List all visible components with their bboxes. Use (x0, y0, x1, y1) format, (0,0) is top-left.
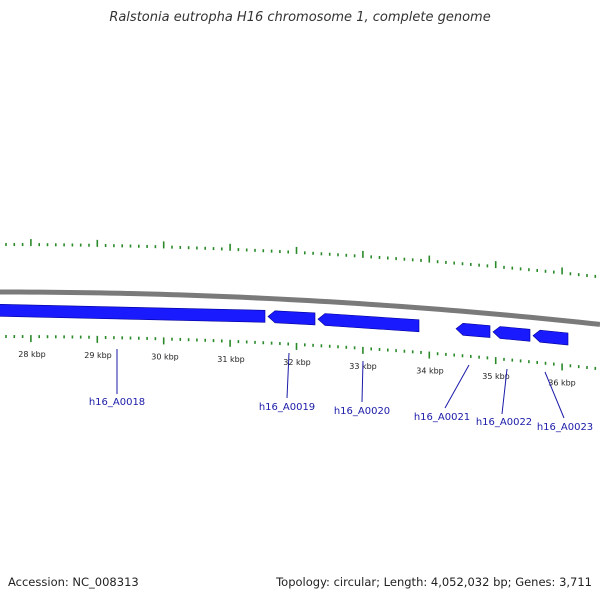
scale-label: 36 kbp (548, 378, 576, 387)
gene-arrow[interactable] (492, 326, 531, 342)
upper-tick-track (5, 239, 597, 278)
gene-labels: h16_A0018 h16_A0019 h16_A0020 h16_A0021 h16_… (89, 349, 593, 433)
gene-leader-line (444, 364, 470, 409)
gene-arrow[interactable] (455, 322, 491, 338)
scale-label: 29 kbp (84, 351, 112, 360)
gene-arrow[interactable] (532, 329, 569, 346)
scale-label: 34 kbp (416, 367, 444, 376)
gene-arrow[interactable] (317, 313, 420, 333)
gene-leader-line (286, 352, 290, 399)
gene-label[interactable]: h16_A0018 (89, 397, 145, 408)
gene-arrow[interactable] (0, 303, 266, 323)
lower-tick-track (5, 335, 597, 371)
chromosome-backbone (0, 289, 600, 327)
gene-label[interactable]: h16_A0020 (334, 406, 390, 417)
gene-label[interactable]: h16_A0021 (414, 412, 470, 423)
gene-label[interactable]: h16_A0022 (476, 417, 532, 428)
scale-label: 31 kbp (217, 355, 245, 364)
genome-summary: Topology: circular; Length: 4,052,032 bp… (276, 575, 592, 589)
scale-label: 35 kbp (482, 372, 510, 381)
scale-label: 30 kbp (151, 352, 179, 361)
gene-label[interactable]: h16_A0023 (537, 422, 593, 433)
gene-leader-line (361, 360, 364, 403)
gene-leader-line (501, 368, 508, 415)
map-title: Ralstonia eutropha H16 chromosome 1, com… (109, 10, 491, 25)
gene-label[interactable]: h16_A0019 (259, 402, 315, 413)
gene-track (0, 303, 569, 346)
scale-label: 28 kbp (18, 350, 46, 359)
accession-text: Accession: NC_008313 (8, 575, 139, 589)
gene-arrow[interactable] (267, 310, 316, 326)
gene-leader-line (544, 371, 565, 419)
scale-label: 32 kbp (283, 358, 311, 367)
